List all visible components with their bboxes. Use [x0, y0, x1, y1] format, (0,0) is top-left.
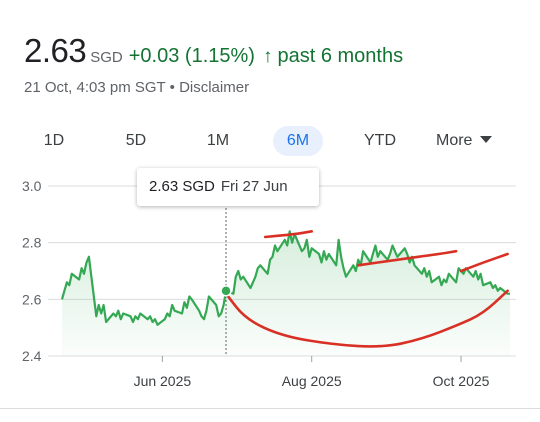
change-period: past 6 months [277, 45, 404, 67]
price-header: 2.63 SGD +0.03 (1.15%) ↑ past 6 months [24, 32, 403, 70]
annotation-stroke [356, 249, 458, 267]
y-tick-label: 3.0 [22, 178, 42, 194]
x-tick-label: Jun 2025 [134, 373, 192, 389]
tab-ytd[interactable]: YTD [364, 132, 396, 149]
disclaimer-link[interactable]: Disclaimer [179, 79, 250, 96]
more-label: More [436, 132, 473, 149]
price-change: +0.03 (1.15%) [128, 45, 255, 67]
currency-label: SGD [90, 49, 123, 66]
annotation-stroke [224, 289, 509, 348]
current-price: 2.63 [24, 32, 87, 69]
tooltip-price: 2.63 SGD [149, 178, 215, 195]
tab-5d[interactable]: 5D [125, 132, 147, 149]
hover-tooltip: 2.63 SGD Fri 27 Jun [137, 168, 319, 206]
price-line [60, 230, 510, 326]
tab-1m[interactable]: 1M [206, 132, 230, 149]
meta-separator: • [169, 79, 175, 96]
tooltip-date: Fri 27 Jun [220, 178, 288, 195]
more-dropdown[interactable]: More [436, 126, 493, 156]
quote-timestamp: 21 Oct, 4:03 pm SGT [24, 79, 166, 96]
price-area [62, 231, 510, 356]
caret-down-icon [480, 136, 493, 144]
x-tick-label: Oct 2025 [433, 373, 490, 389]
range-tabs: 1D 5D 1M 6M YTD More [26, 126, 516, 156]
y-tick-label: 2.8 [22, 235, 42, 251]
up-arrow-icon: ↑ [262, 46, 273, 67]
tab-1d[interactable]: 1D [43, 132, 65, 149]
y-tick-label: 2.4 [22, 348, 42, 364]
tab-6m[interactable]: 6M [273, 126, 323, 156]
annotation-stroke [459, 252, 509, 273]
hover-point [220, 285, 232, 297]
quote-meta: 21 Oct, 4:03 pm SGT • Disclaimer [24, 79, 249, 96]
x-tick-label: Aug 2025 [282, 373, 342, 389]
annotation-stroke [263, 230, 313, 239]
y-tick-label: 2.6 [22, 291, 42, 307]
divider [0, 408, 540, 409]
